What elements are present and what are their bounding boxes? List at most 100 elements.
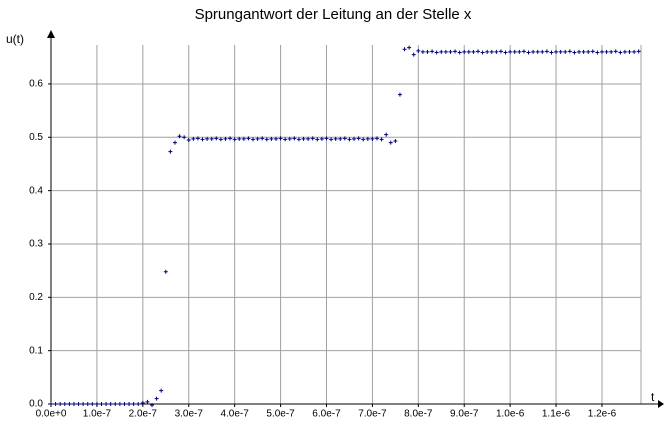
point	[361, 137, 366, 142]
point	[342, 136, 347, 141]
grid	[51, 45, 642, 404]
point	[283, 137, 288, 142]
point	[117, 402, 122, 406]
point	[287, 136, 292, 141]
point	[205, 136, 210, 141]
x-axis-label: t	[651, 390, 655, 404]
point	[209, 136, 214, 141]
point	[191, 136, 196, 141]
point	[232, 137, 237, 142]
point	[374, 136, 379, 141]
point	[439, 49, 444, 54]
chart-title: Sprungantwort der Leitung an der Stelle …	[195, 6, 472, 23]
point	[301, 136, 306, 141]
y-tick-label: 0.6	[29, 79, 43, 90]
point	[104, 402, 109, 406]
x-tick-label: 1.0e-7	[83, 409, 112, 420]
point	[599, 49, 604, 54]
point	[223, 136, 228, 141]
point	[443, 49, 448, 54]
point	[590, 49, 595, 54]
point	[352, 136, 357, 141]
point	[214, 136, 219, 141]
point	[480, 50, 485, 55]
point	[154, 396, 159, 401]
x-tick-label: 1.2e-6	[588, 409, 617, 420]
point	[264, 137, 269, 142]
point	[393, 139, 398, 144]
point	[430, 49, 435, 54]
point	[195, 136, 200, 141]
point	[609, 49, 614, 54]
x-tick-label: 3.0e-7	[175, 409, 204, 420]
point	[269, 136, 274, 141]
point	[62, 402, 67, 406]
x-tick-label: 5.0e-7	[266, 409, 295, 420]
x-tick-label: 1.0e-6	[496, 409, 525, 420]
point	[498, 49, 503, 54]
point	[108, 402, 113, 406]
point	[485, 49, 490, 54]
point	[172, 140, 177, 145]
y-axis-arrow	[47, 30, 55, 38]
point	[388, 140, 393, 145]
point	[402, 47, 407, 52]
point	[448, 49, 453, 54]
point	[251, 137, 256, 142]
y-tick-label: 0.3	[29, 239, 43, 250]
point	[186, 137, 191, 142]
point	[544, 49, 549, 54]
point	[241, 136, 246, 141]
point	[99, 402, 104, 406]
point	[58, 402, 63, 406]
point	[613, 49, 618, 54]
point	[338, 136, 343, 141]
y-tick-label: 0.1	[29, 345, 43, 356]
point	[526, 50, 531, 55]
point	[81, 402, 86, 406]
point	[622, 49, 627, 54]
point	[76, 402, 81, 406]
point	[407, 45, 412, 50]
point	[632, 49, 637, 54]
point	[218, 137, 223, 142]
point	[310, 136, 315, 141]
point	[512, 49, 517, 54]
point	[296, 137, 301, 142]
point	[347, 137, 352, 142]
point	[416, 48, 421, 53]
point	[558, 49, 563, 54]
point	[319, 136, 324, 141]
point	[411, 52, 416, 57]
point	[489, 49, 494, 54]
point	[90, 402, 95, 406]
point	[595, 50, 600, 55]
y-axis-label: u(t)	[6, 32, 24, 46]
axes	[47, 30, 664, 408]
point	[315, 137, 320, 142]
point	[131, 402, 136, 406]
point	[67, 402, 72, 406]
point	[168, 149, 173, 154]
point	[122, 402, 127, 406]
point	[517, 49, 522, 54]
point	[356, 136, 361, 141]
point	[200, 137, 205, 142]
x-tick-label: 0.0e+0	[36, 409, 67, 420]
point	[453, 49, 458, 54]
point	[462, 49, 467, 54]
point	[260, 136, 265, 141]
x-tick-label: 9.0e-7	[450, 409, 479, 420]
point	[577, 49, 582, 54]
point	[563, 49, 568, 54]
point	[508, 49, 513, 54]
point	[246, 136, 251, 141]
point	[384, 132, 389, 137]
point	[471, 49, 476, 54]
point	[618, 50, 623, 55]
y-tick-label: 0.2	[29, 292, 43, 303]
point	[521, 49, 526, 54]
point	[71, 402, 76, 406]
point	[278, 136, 283, 141]
